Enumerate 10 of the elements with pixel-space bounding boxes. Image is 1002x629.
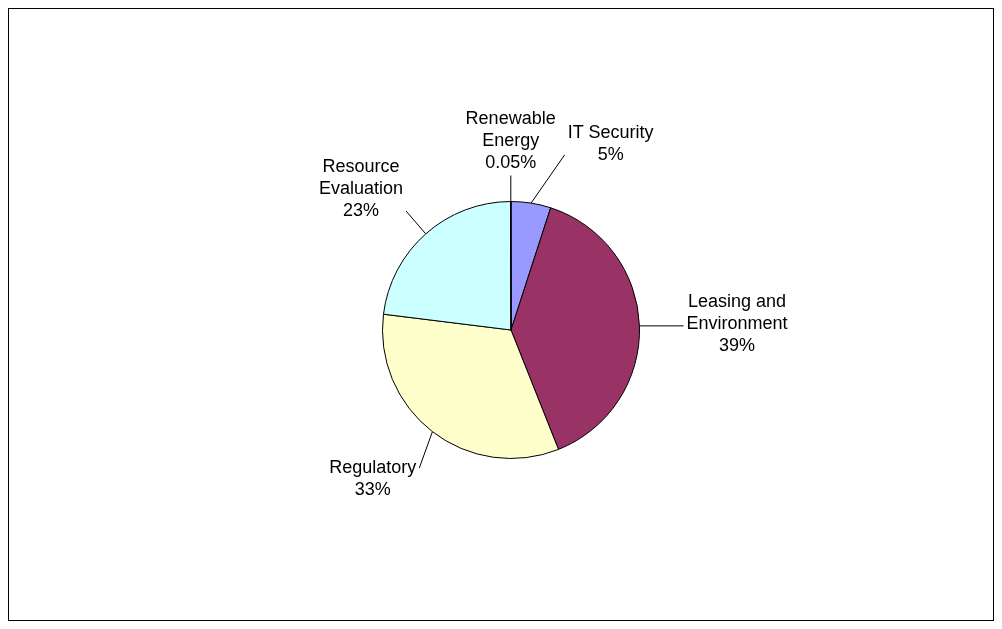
data-label: 5%	[597, 143, 624, 164]
data-label: 39%	[719, 334, 756, 355]
slice-label: Renewable Energy	[465, 108, 556, 151]
data-label: 33%	[354, 479, 391, 500]
data-label: 23%	[342, 199, 379, 220]
slice-label: Regulatory	[329, 457, 417, 478]
data-label: 0.05%	[485, 152, 537, 173]
slice-label: IT Security	[567, 121, 654, 142]
slice-label: Resource Evaluation	[318, 155, 403, 198]
slice-label: Leasing and Environment	[686, 290, 788, 333]
